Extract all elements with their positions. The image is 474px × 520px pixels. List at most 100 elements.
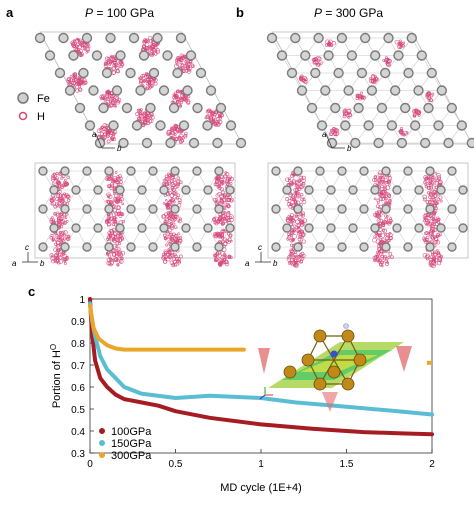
- h-atom: [432, 219, 437, 224]
- fe-atom: [93, 223, 103, 233]
- fe-atom: [282, 185, 292, 195]
- h-atom: [368, 77, 372, 80]
- h-atom: [227, 211, 231, 214]
- fe-atom: [162, 50, 173, 61]
- h-atom: [398, 43, 403, 48]
- h-atom: [426, 183, 431, 188]
- h-atom: [112, 216, 117, 220]
- h-atom: [290, 249, 294, 253]
- fe-atom: [181, 223, 191, 233]
- fe-atom: [225, 223, 235, 233]
- h-atom: [116, 69, 121, 74]
- fe-atom: [71, 223, 81, 233]
- h-atom: [77, 79, 81, 83]
- fe-atom: [175, 32, 187, 44]
- h-atom: [382, 256, 387, 261]
- h-atom: [177, 198, 182, 203]
- h-atom: [433, 262, 437, 266]
- h-atom: [229, 217, 234, 222]
- h-atom: [382, 228, 388, 234]
- h-atom: [412, 113, 417, 118]
- h-atom: [121, 63, 125, 67]
- fe-atom: [410, 120, 421, 131]
- h-atom: [58, 237, 62, 241]
- h-atom: [433, 202, 437, 207]
- h-atom: [403, 130, 409, 136]
- fe-atom: [82, 166, 92, 176]
- h-atom: [221, 260, 226, 265]
- h-atom: [379, 249, 384, 254]
- h-atom: [380, 260, 385, 265]
- h-atom: [210, 111, 215, 116]
- h-atom: [115, 200, 118, 204]
- x-tick-label: 2: [429, 459, 435, 470]
- h-atom: [377, 170, 383, 175]
- h-atom: [205, 109, 210, 114]
- h-atom: [378, 197, 383, 202]
- h-atom: [381, 179, 384, 183]
- h-atom: [105, 252, 109, 255]
- h-atom: [224, 261, 230, 267]
- h-atom: [52, 195, 56, 199]
- fe-atom: [138, 50, 150, 61]
- h-atom: [55, 213, 61, 218]
- unit-cell-outline: [34, 162, 236, 259]
- h-atom: [119, 232, 122, 236]
- h-atom: [136, 108, 141, 113]
- h-atom: [294, 251, 297, 254]
- fe-atom: [60, 166, 70, 176]
- fe-atom: [425, 242, 435, 252]
- h-atom: [63, 192, 66, 196]
- fe-atom: [91, 50, 103, 61]
- h-atom: [218, 120, 223, 124]
- fe-atom: [126, 242, 136, 252]
- h-atom: [191, 64, 195, 69]
- fe-atom: [346, 50, 358, 61]
- fe-atom: [304, 185, 314, 195]
- h-atom: [165, 231, 170, 236]
- fe-atom: [393, 50, 404, 61]
- fe-atom: [366, 85, 378, 96]
- fe-atom: [360, 32, 371, 44]
- h-atom: [425, 200, 430, 204]
- fe-atom: [443, 137, 454, 149]
- h-atom: [53, 253, 58, 258]
- h-atom: [64, 216, 68, 219]
- fe-atom: [370, 50, 381, 61]
- fe-atom: [356, 67, 368, 79]
- panel-b-bottom-axes: c a b: [245, 243, 278, 268]
- h-atom: [292, 224, 297, 228]
- fe-atom: [447, 242, 457, 252]
- fe-atom: [447, 166, 457, 176]
- fe-atom: [182, 85, 193, 96]
- h-atom: [107, 221, 112, 227]
- h-atom: [106, 134, 110, 138]
- legend-150gpa-marker: [99, 440, 105, 446]
- fe-atom: [212, 137, 223, 149]
- h-atom: [163, 237, 167, 240]
- fe-atom: [82, 204, 92, 214]
- h-atom: [156, 42, 160, 46]
- axis-a-label: a: [12, 259, 17, 268]
- h-atom: [112, 220, 116, 224]
- h-atom: [153, 81, 158, 86]
- h-atom: [314, 62, 318, 66]
- h-atom: [385, 62, 388, 65]
- h-atom: [182, 69, 186, 74]
- h-atom: [75, 37, 79, 41]
- h-atom: [437, 255, 443, 261]
- fe-atom: [178, 120, 190, 131]
- h-atom: [170, 197, 175, 203]
- h-atom: [107, 177, 111, 181]
- h-atom: [225, 197, 230, 203]
- h-atom: [298, 175, 304, 181]
- h-atom: [294, 190, 298, 194]
- fe-atom: [60, 204, 70, 214]
- h-atom: [386, 62, 392, 67]
- fe-atom: [286, 67, 298, 79]
- fe-atom: [300, 50, 311, 61]
- h-atom: [96, 128, 102, 134]
- fe-atom: [71, 185, 81, 195]
- fe-atom: [376, 102, 388, 114]
- x-tick-label: 0.5: [169, 459, 183, 470]
